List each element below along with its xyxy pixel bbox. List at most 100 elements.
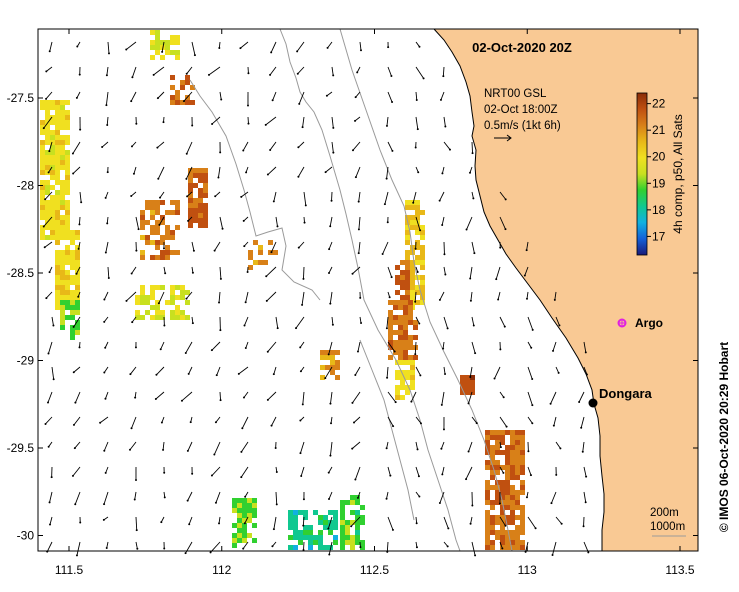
sst-pixel [150,45,155,50]
sst-pixel [55,300,60,305]
sst-pixel [40,125,45,130]
sst-pixel [470,385,475,390]
current-vector [328,541,333,556]
sst-pixel [145,235,150,240]
sst-pixel [242,513,247,518]
sst-pixel [175,55,180,60]
sst-pixel [155,210,160,215]
current-vector [387,66,393,78]
current-vector [328,241,333,251]
sst-pixel [170,295,175,300]
sst-pixel [165,230,170,235]
sst-pixel [495,490,500,495]
current-vector [499,241,502,249]
current-vector [48,41,53,53]
sst-pixel [320,355,325,360]
sst-pixel [70,315,75,320]
sst-pixel [485,490,490,495]
sst-pixel [45,200,50,205]
sst-pixel [410,285,415,290]
sst-pixel [340,505,345,510]
sst-pixel [60,300,65,305]
sst-pixel [55,260,60,265]
sst-pixel [410,220,415,225]
current-vector [272,516,277,531]
sst-pixel [50,205,55,210]
current-vector [219,316,222,332]
current-vector [125,291,137,302]
sst-pixel [410,275,415,280]
sst-pixel [40,190,45,195]
sst-pixel [408,345,413,350]
sst-pixel [155,225,160,230]
current-vector [73,441,81,450]
sst-pixel [45,185,50,190]
sst-pixel [405,265,410,270]
sst-pixel [155,285,160,290]
current-vector [415,166,420,174]
sst-pixel [420,285,425,290]
sst-pixel [495,460,500,465]
sst-pixel [65,215,70,220]
sst-pixel [485,540,490,545]
sst-pixel [248,250,253,255]
sst-pixel [193,208,198,213]
sst-pixel [232,498,237,503]
sst-pixel [405,235,410,240]
sst-pixel [65,140,70,145]
sst-pixel [155,245,160,250]
current-vector [51,366,55,381]
sst-pixel [252,503,257,508]
sst-pixel [340,500,345,505]
sst-pixel [500,530,505,535]
current-vector [157,291,165,305]
sst-pixel [485,495,490,500]
sst-pixel [520,520,525,525]
sst-pixel [75,290,80,295]
sst-pixel [45,225,50,230]
sst-pixel [185,315,190,320]
sst-pixel [175,285,180,290]
sst-pixel [520,440,525,445]
sst-pixel [400,295,405,300]
current-vector [79,516,82,524]
sst-pixel [248,265,253,270]
y-tick-label: -28 [17,179,35,193]
product-name: NRT00 GSL [484,88,547,100]
sst-pixel [50,185,55,190]
current-vector [135,216,140,231]
sst-pixel [505,465,510,470]
sst-pixel [335,375,340,380]
sst-pixel [340,515,345,520]
sst-pixel [175,40,180,45]
current-vector [385,441,389,450]
sst-pixel [403,310,408,315]
sst-pixel [150,285,155,290]
sst-pixel [60,285,65,290]
isobath-shelf-south [359,339,415,521]
current-vector [415,266,419,273]
current-vector [302,491,305,501]
sst-pixel [170,315,175,320]
sst-pixel [188,183,193,188]
sst-pixel [55,140,60,145]
sst-pixel [258,260,263,265]
current-vector [583,341,587,354]
sst-pixel [415,225,420,230]
current-vector [265,266,277,278]
sst-pixel [485,530,490,535]
sst-pixel [490,470,495,475]
sst-pixel [55,295,60,300]
argo-label: Argo [635,316,663,330]
sst-pixel [495,470,500,475]
sst-pixel [40,100,45,105]
sst-pixel [40,180,45,185]
sst-pixel [500,465,505,470]
sst-pixel [403,300,408,305]
current-vector [299,341,305,349]
current-vector [219,141,222,154]
sst-pixel [485,465,490,470]
current-vector [163,541,166,550]
current-vector [471,191,475,200]
sst-pixel [55,155,60,160]
